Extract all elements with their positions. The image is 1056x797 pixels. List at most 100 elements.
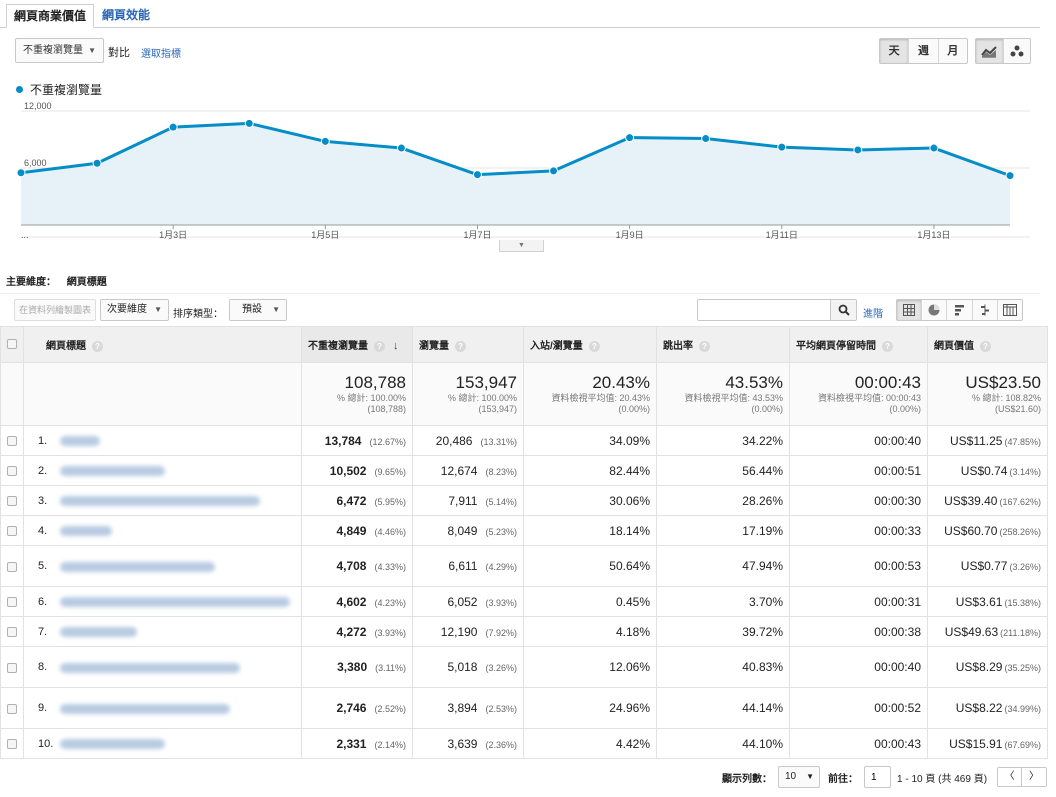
row-avg-time: 00:00:40 <box>789 646 928 688</box>
sort-type-select[interactable]: 預設 ▼ <box>229 299 287 321</box>
help-icon[interactable]: ? <box>699 340 710 352</box>
header-bounce-rate[interactable]: 跳出率? <box>656 326 790 363</box>
table-row[interactable]: 10. 2,331 (2.14%) 3,639 (2.36%) 4.42% 44.10% 00… <box>0 728 1048 759</box>
search-button[interactable] <box>830 300 856 320</box>
advanced-filter-link[interactable]: 進階 <box>863 309 883 320</box>
metric-select[interactable]: 不重複瀏覽量 ▼ <box>15 38 104 63</box>
row-checkbox[interactable] <box>7 703 17 714</box>
row-checkbox[interactable] <box>7 526 17 537</box>
redacted-page-title-link[interactable] <box>60 466 165 477</box>
row-checkbox[interactable] <box>7 561 17 572</box>
percentage-view-button[interactable] <box>922 300 948 320</box>
header-pageviews-label: 瀏覽量 <box>419 341 449 352</box>
row-checkbox[interactable] <box>7 739 17 750</box>
line-chart-icon <box>981 46 997 58</box>
row-index: 9. <box>38 702 48 714</box>
primary-dimension-value[interactable]: 網頁標題 <box>66 277 107 288</box>
redacted-page-title-link[interactable] <box>60 436 100 447</box>
pageviews-pct: (2.53%) <box>485 704 517 714</box>
table-controls: 在資料列繪製圖表 次要維度 ▼ 排序類型： 預設 ▼ 進階 <box>0 293 1040 323</box>
header-avg-time[interactable]: 平均網頁停留時間? <box>789 326 928 363</box>
chart-data-point <box>16 168 26 178</box>
total-sub: % 總計: 100.00% <box>336 393 406 403</box>
chart-data-point <box>168 122 178 132</box>
redacted-page-title-link[interactable] <box>60 662 240 673</box>
help-icon[interactable]: ? <box>980 340 991 352</box>
header-page-value[interactable]: 網頁價值? <box>927 326 1048 363</box>
next-page-button[interactable]: 〉 <box>1029 771 1040 782</box>
comparison-view-button[interactable] <box>973 300 998 320</box>
header-pageviews[interactable]: 瀏覽量? <box>412 326 524 363</box>
row-entrances: 34.09% <box>523 425 657 456</box>
header-entrances[interactable]: 入站/瀏覽量? <box>523 326 657 363</box>
tab-page-performance[interactable]: 網頁效能 <box>102 8 151 22</box>
row-checkbox[interactable] <box>7 496 17 507</box>
row-checkbox[interactable] <box>7 466 17 477</box>
select-all-cell <box>0 326 24 363</box>
page-range: 1 - 10 頁 (共 469 頁) <box>897 773 988 785</box>
pie-chart-icon <box>928 304 940 316</box>
pick-metric-link[interactable]: 選取指標 <box>141 49 181 60</box>
page-value: US$3.61 <box>955 594 1003 609</box>
pageviews-value: 3,639 <box>447 736 478 751</box>
goto-page-input[interactable] <box>864 766 891 788</box>
period-day-button[interactable]: 天 <box>880 39 910 63</box>
row-checkbox[interactable] <box>7 597 17 608</box>
help-icon[interactable]: ? <box>374 340 385 352</box>
unique-views-pct: (3.93%) <box>374 627 406 638</box>
secondary-dimension-select[interactable]: 次要維度 ▼ <box>100 299 169 321</box>
chart-data-point <box>549 166 559 176</box>
table-row[interactable]: 5. 4,708 (4.33%) 6,611 (4.29%) 50.64% 47.94% 00… <box>0 545 1048 587</box>
unique-views-value: 13,784 <box>324 433 362 448</box>
line-chart-button[interactable] <box>976 39 1004 63</box>
row-page-value: US$15.91 (67.69%) <box>927 728 1048 759</box>
table-row[interactable]: 3. 6,472 (5.95%) 7,911 (5.14%) 30.06% 28.26% 00… <box>0 485 1048 516</box>
redacted-page-title-link[interactable] <box>60 526 112 537</box>
period-week-button[interactable]: 週 <box>909 39 939 63</box>
help-icon[interactable]: ? <box>455 340 466 352</box>
row-entrances: 12.06% <box>523 646 657 688</box>
row-index: 2. <box>38 464 48 477</box>
table-row[interactable]: 8. 3,380 (3.11%) 5,018 (3.26%) 12.06% 40.83% 00… <box>0 646 1048 688</box>
help-icon[interactable]: ? <box>882 340 893 352</box>
select-all-checkbox[interactable] <box>7 339 17 350</box>
table-row[interactable]: 9. 2,746 (2.52%) 3,894 (2.53%) 24.96% 44.14% 00… <box>0 687 1048 729</box>
period-month-button[interactable]: 月 <box>947 45 959 57</box>
chart-expand-handle[interactable]: ▼ <box>499 240 544 252</box>
table-row[interactable]: 7. 4,272 (3.93%) 12,190 (7.92%) 4.18% 39.72% 00… <box>0 616 1048 647</box>
performance-view-button[interactable] <box>947 300 973 320</box>
row-checkbox[interactable] <box>7 436 17 447</box>
prev-page-button[interactable]: 〈 <box>998 768 1023 786</box>
table-row[interactable]: 6. 4,602 (4.23%) 6,052 (3.93%) 0.45% 3.70% 00:0… <box>0 586 1048 617</box>
redacted-page-title-link[interactable] <box>60 496 260 507</box>
tab-page-value[interactable]: 網頁商業價值 <box>6 4 95 28</box>
row-checkbox[interactable] <box>7 662 17 673</box>
redacted-page-title-link[interactable] <box>60 627 137 638</box>
redacted-page-title-link[interactable] <box>60 597 290 608</box>
table-header-row: 網頁標題? 不重複瀏覽量? ↓ 瀏覽量? 入站/瀏覽量? 跳出率? 平均網頁停留時… <box>0 326 1048 363</box>
table-row[interactable]: 4. 4,849 (4.46%) 8,049 (5.23%) 18.14% 17.19% 00… <box>0 515 1048 546</box>
motion-chart-button[interactable] <box>1004 39 1031 63</box>
row-checkbox-cell <box>0 455 24 486</box>
redacted-page-title-link[interactable] <box>60 561 215 572</box>
help-icon[interactable]: ? <box>588 340 600 352</box>
x-tick-label: 1月13日 <box>917 230 950 240</box>
comparison-icon <box>980 304 989 316</box>
search-input[interactable] <box>698 300 830 320</box>
header-page-title[interactable]: 網頁標題? <box>23 326 302 363</box>
row-checkbox[interactable] <box>7 627 17 638</box>
pageviews-value: 6,611 <box>448 559 478 573</box>
help-icon[interactable]: ? <box>92 340 103 352</box>
rows-per-page-select[interactable]: 10 ▼ <box>778 766 820 788</box>
row-title-cell: 10. <box>23 728 302 759</box>
table-row[interactable]: 1. 13,784 (12.67%) 20,486 (13.31%) 34.09% 34.2… <box>0 425 1048 456</box>
redacted-page-title-link[interactable] <box>60 703 230 714</box>
table-row[interactable]: 2. 10,502 (9.65%) 12,674 (8.23%) 82.44% 56.44%… <box>0 455 1048 486</box>
pivot-view-button[interactable] <box>998 300 1022 320</box>
row-page-value: US$11.25 (47.85%) <box>927 425 1048 456</box>
header-avg-time-label: 平均網頁停留時間 <box>796 341 876 352</box>
data-view-button[interactable] <box>897 300 923 320</box>
redacted-page-title-link[interactable] <box>60 739 165 750</box>
header-unique-views[interactable]: 不重複瀏覽量? ↓ <box>301 326 413 363</box>
plot-rows-button[interactable]: 在資料列繪製圖表 <box>14 299 96 321</box>
